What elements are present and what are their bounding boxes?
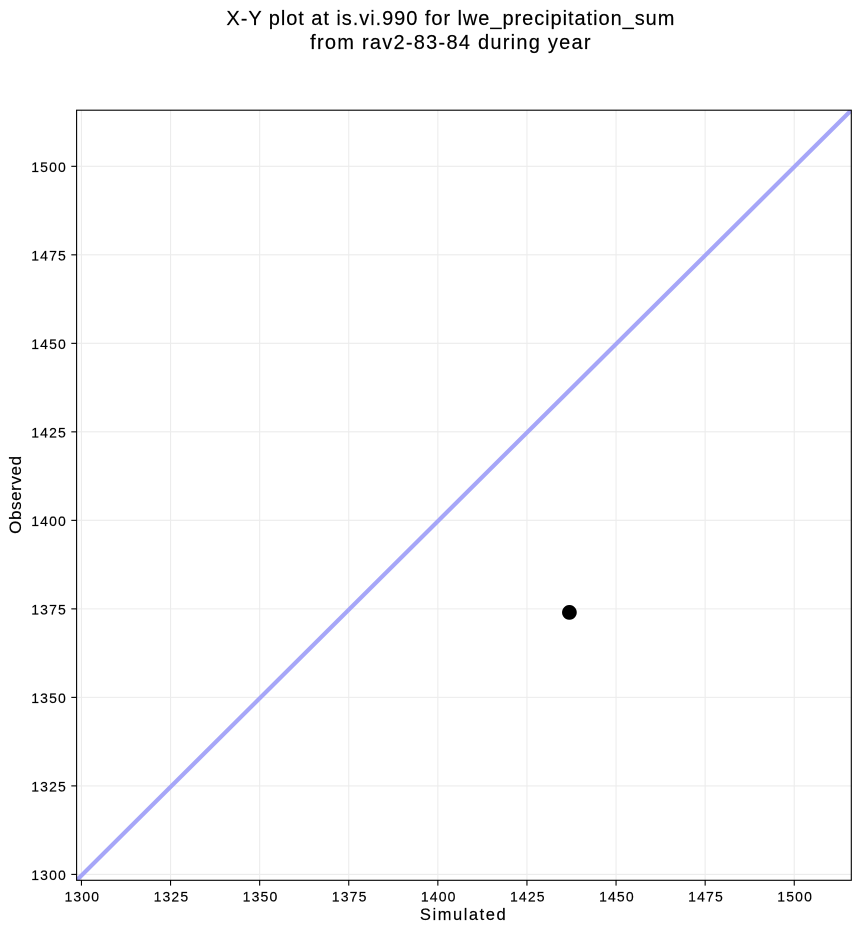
svg-text:1375: 1375 bbox=[332, 889, 368, 905]
svg-text:1325: 1325 bbox=[31, 778, 67, 794]
svg-text:1400: 1400 bbox=[421, 889, 457, 905]
svg-text:1400: 1400 bbox=[31, 513, 67, 529]
svg-text:X-Y plot at is.vi.990 for lwe_: X-Y plot at is.vi.990 for lwe_precipitat… bbox=[226, 8, 675, 30]
svg-text:1500: 1500 bbox=[31, 159, 67, 175]
svg-text:Observed: Observed bbox=[6, 455, 25, 534]
svg-text:1475: 1475 bbox=[688, 889, 724, 905]
svg-text:1300: 1300 bbox=[64, 889, 100, 905]
svg-text:1300: 1300 bbox=[31, 867, 67, 883]
svg-text:1425: 1425 bbox=[31, 424, 67, 440]
svg-text:1500: 1500 bbox=[777, 889, 813, 905]
svg-text:1475: 1475 bbox=[31, 247, 67, 263]
svg-text:1425: 1425 bbox=[510, 889, 546, 905]
svg-text:1350: 1350 bbox=[243, 889, 279, 905]
svg-text:1375: 1375 bbox=[31, 601, 67, 617]
svg-text:from rav2-83-84 during year: from rav2-83-84 during year bbox=[310, 32, 592, 54]
svg-text:1325: 1325 bbox=[154, 889, 190, 905]
svg-text:Simulated: Simulated bbox=[420, 906, 507, 924]
svg-text:1350: 1350 bbox=[31, 690, 67, 706]
svg-text:1450: 1450 bbox=[31, 336, 67, 352]
svg-text:1450: 1450 bbox=[599, 889, 635, 905]
